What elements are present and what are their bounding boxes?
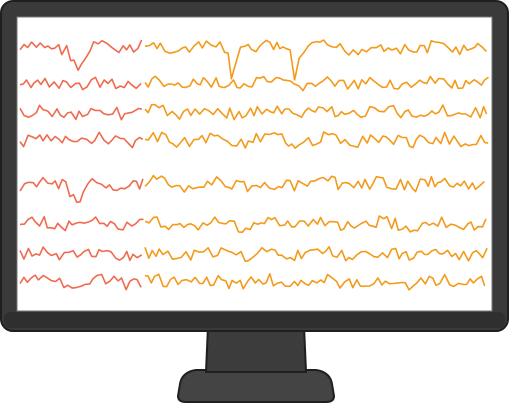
- monitor-base: [176, 369, 336, 403]
- eeg-channel-4-earlier: [19, 131, 144, 149]
- eeg-channel-3-earlier: [19, 104, 143, 121]
- monitor-bezel-lip: [4, 312, 505, 328]
- eeg-channel-4-later: [144, 131, 489, 149]
- eeg-channel-5-earlier: [19, 176, 144, 204]
- eeg-channel-8-later: [144, 273, 486, 291]
- eeg-channel-2-earlier: [19, 76, 142, 91]
- eeg-channel-5-later: [144, 174, 485, 193]
- eeg-channel-2-later: [144, 75, 489, 92]
- eeg-channel-1-later: [144, 39, 487, 81]
- eeg-channel-7-later: [144, 246, 488, 263]
- eeg-waveforms: [19, 39, 489, 291]
- eeg-channel-8-earlier: [19, 273, 142, 291]
- eeg-channel-1-earlier: [19, 39, 143, 71]
- monitor-stand: [204, 325, 308, 373]
- eeg-channel-6-earlier: [19, 215, 144, 232]
- eeg-channel-7-earlier: [19, 246, 143, 262]
- eeg-channel-6-later: [144, 215, 487, 233]
- monitor-screen: [16, 16, 493, 312]
- eeg-channel-3-later: [144, 103, 488, 121]
